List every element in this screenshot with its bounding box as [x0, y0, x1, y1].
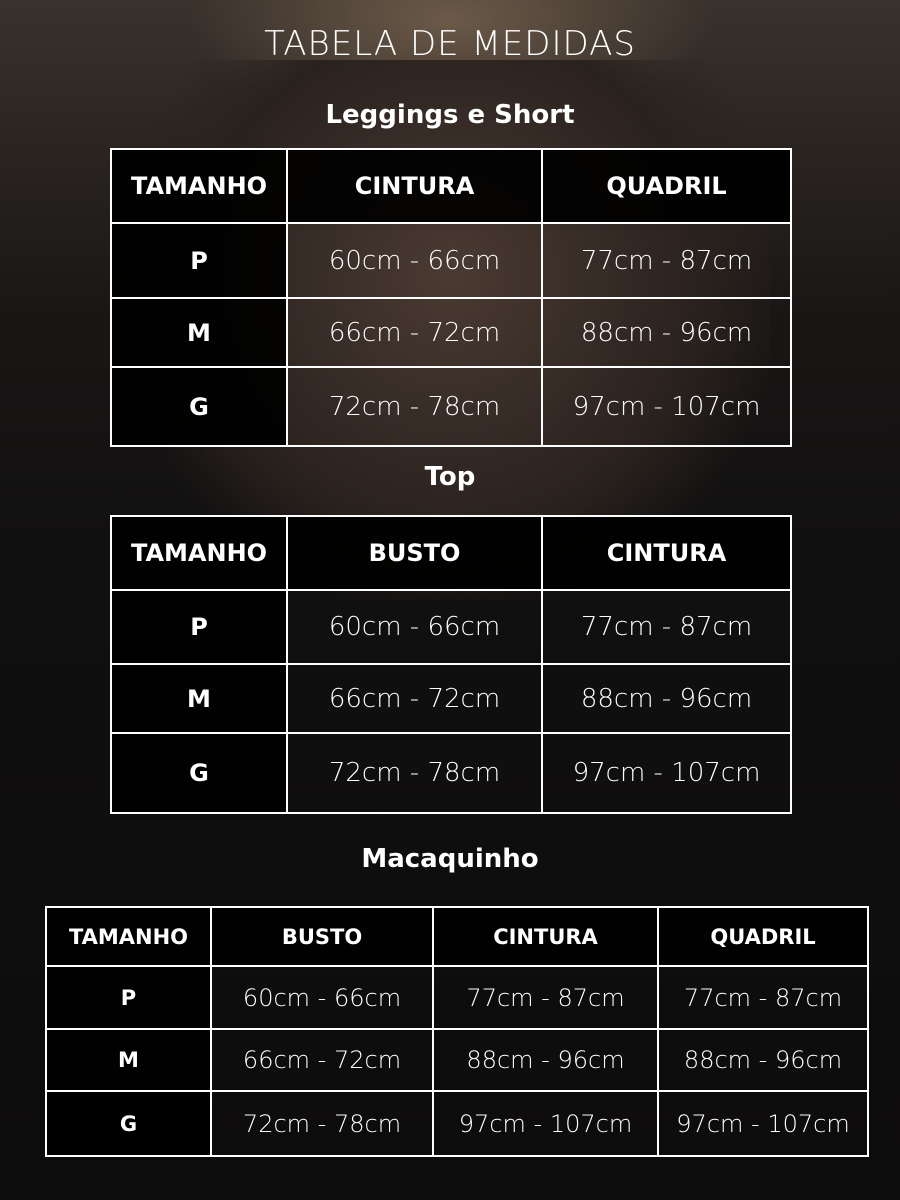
measure-cell: 66cm - 72cm [286, 297, 543, 368]
table-row: P 60cm - 66cm 77cm - 87cm [110, 222, 792, 299]
measure-cell: 88cm - 96cm [541, 663, 792, 734]
measure-cell: 60cm - 66cm [210, 965, 434, 1030]
column-header: CINTURA [286, 148, 543, 224]
measure-cell: 97cm - 107cm [657, 1090, 869, 1157]
size-table-macaquinho: TAMANHO BUSTO CINTURA QUADRIL P 60cm - 66cm 77… [45, 906, 869, 1157]
table-row: P 60cm - 66cm 77cm - 87cm [110, 589, 792, 665]
table-row: G 72cm - 78cm 97cm - 107cm [110, 732, 792, 814]
measure-cell: 88cm - 96cm [657, 1028, 869, 1092]
table-row: M 66cm - 72cm 88cm - 96cm [110, 663, 792, 734]
measure-cell: 60cm - 66cm [286, 222, 543, 299]
column-header: BUSTO [286, 515, 543, 591]
size-cell: P [110, 589, 288, 665]
table-row: G 72cm - 78cm 97cm - 107cm 97cm - 107cm [45, 1090, 869, 1157]
column-header: BUSTO [210, 906, 434, 967]
column-header: TAMANHO [110, 515, 288, 591]
measure-cell: 77cm - 87cm [541, 222, 792, 299]
measure-cell: 66cm - 72cm [210, 1028, 434, 1092]
table-row: P 60cm - 66cm 77cm - 87cm 77cm - 87cm [45, 965, 869, 1030]
column-header: QUADRIL [657, 906, 869, 967]
measure-cell: 77cm - 87cm [541, 589, 792, 665]
measure-cell: 66cm - 72cm [286, 663, 543, 734]
size-cell: G [110, 366, 288, 447]
size-cell: G [45, 1090, 212, 1157]
column-header: CINTURA [541, 515, 792, 591]
size-table-top: TAMANHO BUSTO CINTURA P 60cm - 66cm 77cm - 87… [110, 515, 792, 814]
column-header: TAMANHO [110, 148, 288, 224]
measure-cell: 77cm - 87cm [657, 965, 869, 1030]
measure-cell: 60cm - 66cm [286, 589, 543, 665]
section-title-macaquinho: Macaquinho [361, 844, 539, 874]
measure-cell: 97cm - 107cm [541, 732, 792, 814]
size-cell: P [110, 222, 288, 299]
section-title-leggings: Leggings e Short [325, 100, 575, 130]
size-table-leggings: TAMANHO CINTURA QUADRIL P 60cm - 66cm 77cm - … [110, 148, 792, 447]
measure-cell: 88cm - 96cm [541, 297, 792, 368]
table-header-row: TAMANHO CINTURA QUADRIL [110, 148, 792, 224]
column-header: CINTURA [432, 906, 659, 967]
column-header: QUADRIL [541, 148, 792, 224]
table-header-row: TAMANHO BUSTO CINTURA QUADRIL [45, 906, 869, 967]
measure-cell: 72cm - 78cm [210, 1090, 434, 1157]
size-cell: G [110, 732, 288, 814]
table-row: M 66cm - 72cm 88cm - 96cm 88cm - 96cm [45, 1028, 869, 1092]
measure-cell: 97cm - 107cm [541, 366, 792, 447]
measure-cell: 72cm - 78cm [286, 366, 543, 447]
page-title: TABELA DE MEDIDAS [264, 24, 636, 64]
size-cell: M [110, 663, 288, 734]
measure-cell: 77cm - 87cm [432, 965, 659, 1030]
measure-cell: 88cm - 96cm [432, 1028, 659, 1092]
table-header-row: TAMANHO BUSTO CINTURA [110, 515, 792, 591]
size-cell: M [45, 1028, 212, 1092]
measure-cell: 97cm - 107cm [432, 1090, 659, 1157]
table-row: G 72cm - 78cm 97cm - 107cm [110, 366, 792, 447]
table-row: M 66cm - 72cm 88cm - 96cm [110, 297, 792, 368]
size-cell: M [110, 297, 288, 368]
size-cell: P [45, 965, 212, 1030]
column-header: TAMANHO [45, 906, 212, 967]
measure-cell: 72cm - 78cm [286, 732, 543, 814]
section-title-top: Top [424, 462, 476, 492]
